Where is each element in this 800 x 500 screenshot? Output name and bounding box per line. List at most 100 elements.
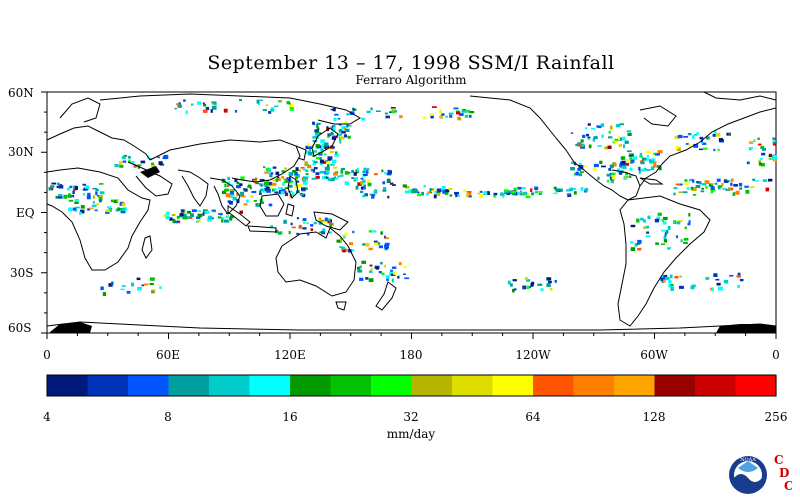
rain-cell (334, 154, 340, 157)
rain-cell (632, 156, 638, 160)
rain-cell (466, 109, 471, 113)
rain-cell (745, 189, 750, 194)
rain-cell (221, 217, 225, 220)
rain-cell (310, 168, 314, 172)
rain-cell (626, 159, 631, 162)
rain-cell (684, 182, 689, 186)
rain-cell (202, 102, 205, 105)
rain-cell (334, 176, 337, 178)
rain-cell (384, 247, 388, 250)
rain-cell (398, 262, 402, 266)
rain-cell (186, 210, 192, 214)
rain-cell (94, 209, 98, 212)
rain-cell (426, 192, 429, 196)
rain-cell (692, 179, 695, 183)
rain-cell (760, 145, 765, 149)
rain-cell (197, 210, 202, 212)
rain-cell (334, 113, 339, 116)
rain-cell (580, 139, 584, 143)
rain-cell (384, 235, 387, 239)
rain-cell (538, 191, 543, 193)
rain-cell (584, 127, 588, 130)
rain-cell (307, 143, 310, 147)
rain-cell (123, 155, 127, 157)
rain-cell (272, 166, 277, 169)
rain-cell (369, 193, 375, 196)
rain-cell (270, 107, 275, 111)
cdc-letter: C (784, 479, 792, 493)
rain-cell (630, 224, 636, 228)
rain-cell (268, 172, 272, 175)
rain-cell (89, 207, 94, 210)
rain-cell (587, 137, 591, 140)
rain-cell (176, 103, 180, 106)
rain-cell (393, 271, 397, 275)
rain-cell (571, 187, 577, 190)
rain-cell (58, 185, 64, 189)
rain-cell (597, 145, 602, 147)
rain-cell (716, 178, 721, 182)
rain-cell (675, 145, 679, 149)
rain-cell (476, 192, 481, 195)
rain-cell (440, 188, 446, 190)
rain-cell (82, 183, 87, 186)
rain-cell (337, 117, 341, 120)
rain-cell (468, 114, 472, 118)
rain-cell (119, 208, 123, 210)
rain-cell (320, 148, 324, 152)
rain-cell (183, 99, 186, 102)
rain-cell (723, 179, 727, 181)
rain-cell (511, 191, 516, 194)
rain-cell (508, 190, 513, 195)
rain-cell (327, 158, 332, 161)
rain-cell (512, 279, 517, 282)
rainfall-field (48, 99, 778, 296)
rain-cell (549, 287, 553, 291)
rain-cell (656, 216, 661, 221)
rain-cell (408, 189, 412, 193)
rain-cell (673, 220, 676, 224)
rain-cell (463, 189, 466, 192)
rain-cell (392, 184, 396, 186)
rain-cell (328, 231, 332, 234)
rain-cell (383, 187, 387, 190)
rain-cell (122, 207, 126, 211)
rain-cell (308, 148, 311, 153)
rain-cell (566, 189, 571, 192)
rain-cell (270, 172, 274, 175)
lon-label: 60W (640, 348, 668, 362)
rain-cell (272, 179, 278, 182)
rain-cell (361, 186, 366, 190)
rain-cell (758, 162, 762, 166)
rain-cell (334, 177, 337, 180)
rain-cell (302, 168, 307, 171)
rain-cell (530, 283, 534, 287)
rain-cell (102, 292, 107, 296)
rain-cell (308, 152, 313, 156)
colorbar-swatch (492, 375, 534, 396)
rain-cell (690, 186, 694, 190)
rain-cell (582, 134, 586, 138)
rain-cell (265, 104, 269, 106)
rain-cell (504, 191, 508, 195)
rain-cell (713, 148, 716, 152)
rain-cell (429, 188, 432, 192)
rain-cell (510, 283, 513, 287)
colorbar-swatch (695, 375, 737, 396)
rain-cell (454, 191, 459, 195)
rain-cell (191, 209, 197, 213)
rain-cell (284, 167, 287, 170)
colorbar-swatch (411, 375, 453, 396)
rain-cell (318, 231, 323, 234)
rain-cell (223, 108, 228, 113)
rain-cell (130, 161, 135, 164)
rain-cell (640, 217, 644, 221)
rain-cell (370, 107, 373, 111)
rain-cell (74, 199, 79, 202)
rain-cell (286, 101, 290, 105)
rain-cell (696, 131, 699, 135)
rain-cell (749, 141, 754, 145)
rain-cell (332, 108, 336, 112)
rain-cell (374, 189, 377, 192)
rain-cell (634, 243, 637, 247)
